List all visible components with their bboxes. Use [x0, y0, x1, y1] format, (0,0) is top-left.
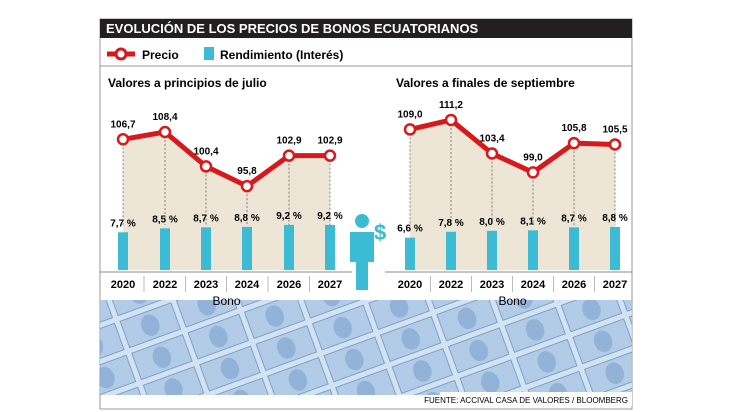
panel-title: Valores a finales de septiembre [396, 76, 575, 90]
yield-bar [528, 230, 538, 270]
legend-price-marker [114, 47, 128, 61]
yield-label: 7,8 % [438, 218, 464, 229]
yield-label: 8,0 % [479, 217, 505, 228]
x-tick-label: 2022 [439, 279, 463, 291]
legend: Precio Rendimiento (Interés) [107, 47, 343, 62]
price-label: 95,8 [237, 166, 257, 177]
svg-text:$: $ [374, 220, 386, 245]
legend-yield-label: Rendimiento (Interés) [220, 48, 343, 62]
price-label: 105,5 [602, 124, 627, 135]
yield-label: 8,8 % [602, 213, 628, 224]
x-tick-label: 2020 [111, 279, 135, 291]
x-tick-label: 2020 [398, 279, 422, 291]
yield-label: 9,2 % [317, 211, 343, 222]
x-tick-label: 2026 [277, 279, 301, 291]
price-marker [485, 147, 499, 160]
yield-bar [446, 231, 456, 270]
x-tick-label: 2027 [603, 279, 627, 291]
price-label: 103,4 [479, 134, 504, 145]
x-axis-label: Bono [212, 294, 240, 308]
chart-july: Valores a principios de julio 7,7 % 8,5 % 8… [100, 76, 352, 308]
yield-label: 8,1 % [520, 216, 546, 227]
price-marker [444, 113, 458, 127]
yield-bar [201, 227, 211, 270]
yield-bar [487, 230, 497, 270]
yield-label: 9,2 % [276, 211, 302, 222]
yield-label: 6,6 % [397, 224, 423, 235]
price-label: 109,0 [397, 109, 422, 120]
price-marker [282, 149, 296, 162]
yield-bar [242, 226, 252, 270]
yield-label: 8,7 % [561, 213, 587, 224]
price-area [410, 119, 615, 271]
price-marker [158, 125, 172, 139]
x-tick-label: 2024 [521, 279, 546, 291]
yield-bar [284, 224, 294, 270]
price-label: 111,2 [439, 100, 463, 111]
chart-title: EVOLUCIÓN DE LOS PRECIOS DE BONOS ECUATO… [106, 21, 479, 36]
money-illustration [100, 300, 632, 395]
yield-label: 8,7 % [193, 213, 219, 224]
price-marker [608, 138, 622, 151]
price-label: 105,8 [561, 123, 586, 134]
businessman-icon: $ [350, 214, 386, 290]
yield-bar [569, 227, 579, 270]
x-tick-label: 2027 [318, 279, 342, 291]
price-marker [526, 166, 540, 179]
price-marker [199, 160, 213, 173]
price-label: 99,0 [523, 152, 543, 163]
price-label: 108,4 [152, 112, 177, 123]
yield-bar [160, 228, 170, 270]
price-label: 106,7 [110, 119, 135, 130]
panel-title: Valores a principios de julio [108, 76, 267, 90]
price-marker [403, 123, 417, 136]
x-axis-label: Bono [498, 294, 526, 308]
price-marker [567, 136, 581, 150]
yield-label: 8,5 % [152, 214, 178, 225]
yield-label: 7,7 % [110, 218, 136, 229]
price-marker [240, 179, 254, 193]
price-label: 102,9 [276, 136, 301, 147]
price-line [122, 129, 330, 189]
title-bar [100, 19, 632, 38]
price-marker [116, 133, 130, 146]
legend-price-label: Precio [142, 48, 179, 62]
x-tick-label: 2026 [562, 279, 586, 291]
yield-bar [405, 237, 415, 270]
legend-yield-swatch [204, 47, 214, 60]
chart-september: Valores a finales de septiembre 6,6 % 7,8 … [385, 76, 632, 308]
price-marker [323, 149, 337, 162]
x-tick-label: 2023 [480, 279, 504, 291]
yield-bar [610, 226, 620, 270]
yield-bar [325, 224, 335, 270]
price-label: 102,9 [317, 136, 342, 147]
source-note: FUENTE: ACCIVAL CASA DE VALORES / BLOOMB… [424, 396, 628, 405]
yield-label: 8,8 % [234, 213, 260, 224]
x-tick-label: 2022 [153, 279, 177, 291]
yield-bar [118, 232, 128, 270]
price-label: 100,4 [193, 146, 218, 157]
x-tick-label: 2024 [235, 279, 260, 291]
price-line [409, 117, 616, 175]
x-tick-label: 2023 [194, 279, 218, 291]
